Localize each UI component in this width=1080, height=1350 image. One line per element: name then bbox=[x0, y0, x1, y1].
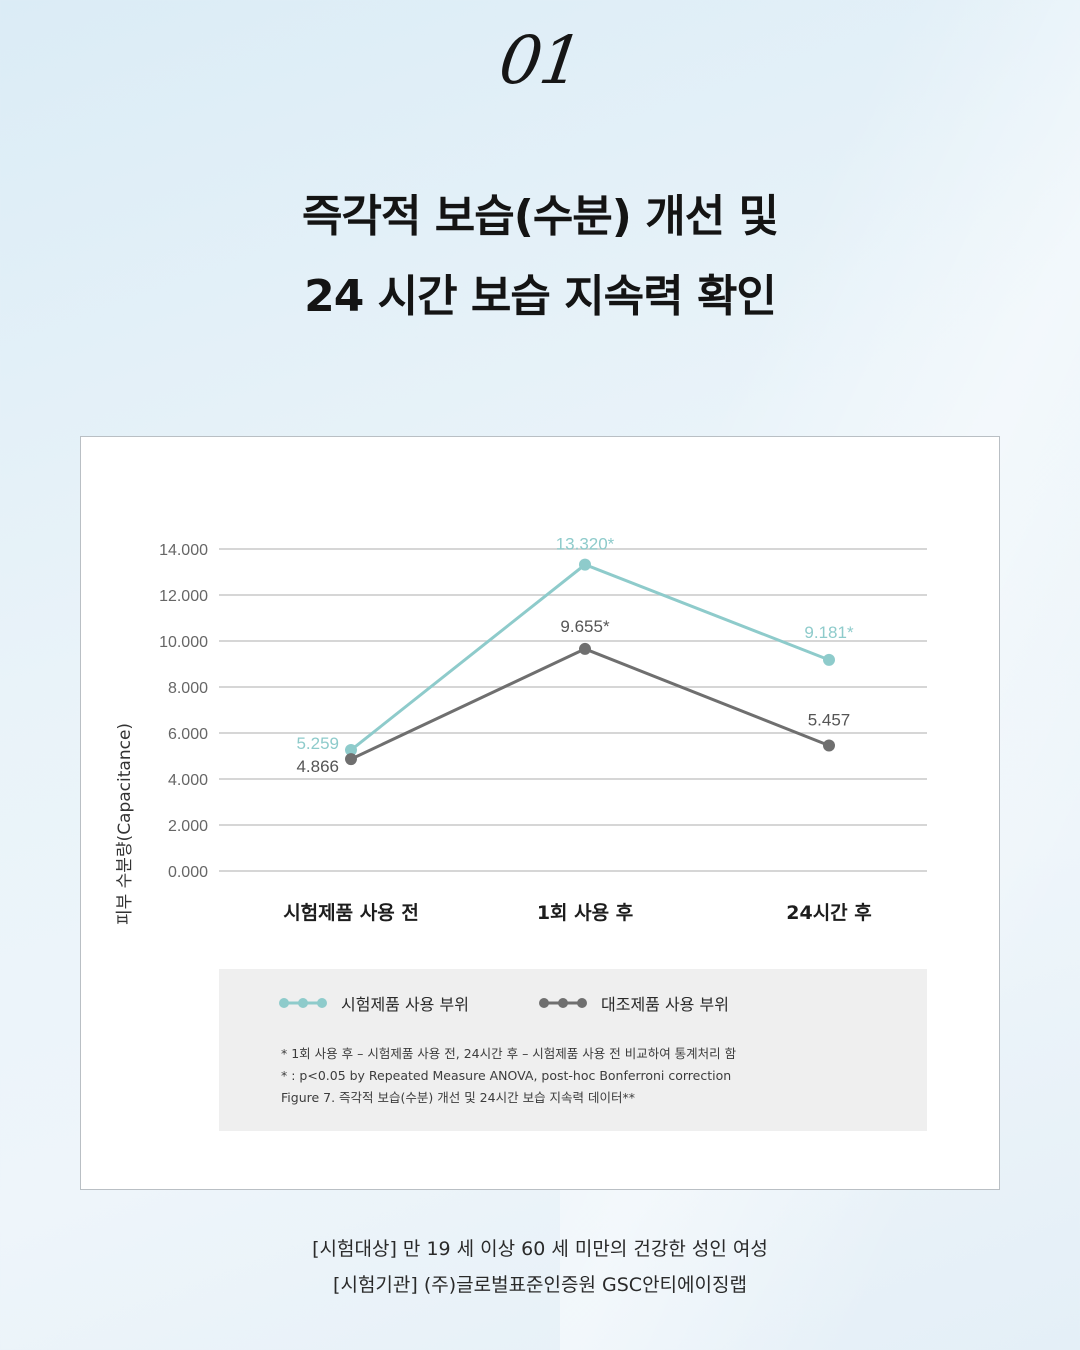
data-point bbox=[345, 753, 357, 766]
note-line-3: Figure 7. 즉각적 보습(수분) 개선 및 24시간 보습 지속력 데이… bbox=[281, 1090, 636, 1105]
series-line bbox=[350, 562, 830, 752]
data-label: 9.181* bbox=[804, 623, 854, 642]
x-category-label: 1회 사용 후 bbox=[537, 902, 633, 924]
y-tick-label: 4.000 bbox=[168, 772, 208, 789]
y-tick-label: 0.000 bbox=[168, 864, 208, 881]
x-category-label: 24시간 후 bbox=[786, 902, 872, 924]
y-tick-label: 2.000 bbox=[168, 818, 208, 835]
data-label: 5.259 bbox=[296, 734, 339, 753]
y-tick-label: 6.000 bbox=[168, 726, 208, 743]
data-point bbox=[823, 739, 835, 752]
chart-notes: * 1회 사용 후 – 시험제품 사용 전, 24시간 후 – 시험제품 사용 … bbox=[281, 1043, 736, 1109]
legend-item-test: 시험제품 사용 부위 bbox=[279, 991, 469, 1015]
y-tick-label: 12.000 bbox=[159, 588, 208, 605]
legend-label-test: 시험제품 사용 부위 bbox=[341, 995, 469, 1014]
y-axis-label: 피부 수분량(Capacitance) bbox=[115, 723, 135, 925]
chart-card: 0.000 2.000 4.000 6.000 8.000 10.000 12.000 14.… bbox=[80, 436, 1000, 1190]
data-label: 5.457 bbox=[808, 710, 851, 729]
y-tick-label: 14.000 bbox=[159, 542, 208, 559]
y-tick-label: 10.000 bbox=[159, 634, 208, 651]
title-line-1: 즉각적 보습(수분) 개선 및 bbox=[302, 191, 779, 242]
data-label: 9.655* bbox=[560, 617, 610, 636]
section-number: 01 bbox=[494, 22, 586, 99]
legend-box: 시험제품 사용 부위 대조제품 사용 부위 * 1회 사용 후 – 시험제품 사… bbox=[219, 969, 927, 1131]
y-tick-label: 8.000 bbox=[168, 680, 208, 697]
title-line-2: 24 시간 보습 지속력 확인 bbox=[304, 271, 777, 322]
legend-label-control: 대조제품 사용 부위 bbox=[601, 995, 729, 1014]
data-point bbox=[579, 558, 591, 571]
note-line-1: * 1회 사용 후 – 시험제품 사용 전, 24시간 후 – 시험제품 사용 … bbox=[281, 1046, 737, 1061]
legend-item-control: 대조제품 사용 부위 bbox=[539, 991, 729, 1015]
data-label: 4.866 bbox=[296, 757, 339, 776]
x-category-label: 시험제품 사용 전 bbox=[283, 902, 419, 924]
note-line-2: * : p<0.05 by Repeated Measure ANOVA, po… bbox=[281, 1068, 732, 1083]
data-point bbox=[579, 642, 591, 655]
line-chart: 0.000 2.000 4.000 6.000 8.000 10.000 12.000 14.… bbox=[115, 535, 927, 925]
data-point bbox=[345, 744, 357, 757]
footer-institution: [시험기관] (주)글로벌표준인증원 GSC안티에이징랩 bbox=[333, 1274, 747, 1296]
legend-line-test-icon bbox=[279, 998, 327, 1008]
data-point bbox=[823, 653, 835, 666]
series-line bbox=[350, 647, 830, 761]
legend-line-control-icon bbox=[539, 998, 587, 1008]
data-label: 13.320* bbox=[556, 535, 615, 554]
footer-subjects: [시험대상] 만 19 세 이상 60 세 미만의 건강한 성인 여성 bbox=[312, 1238, 768, 1260]
